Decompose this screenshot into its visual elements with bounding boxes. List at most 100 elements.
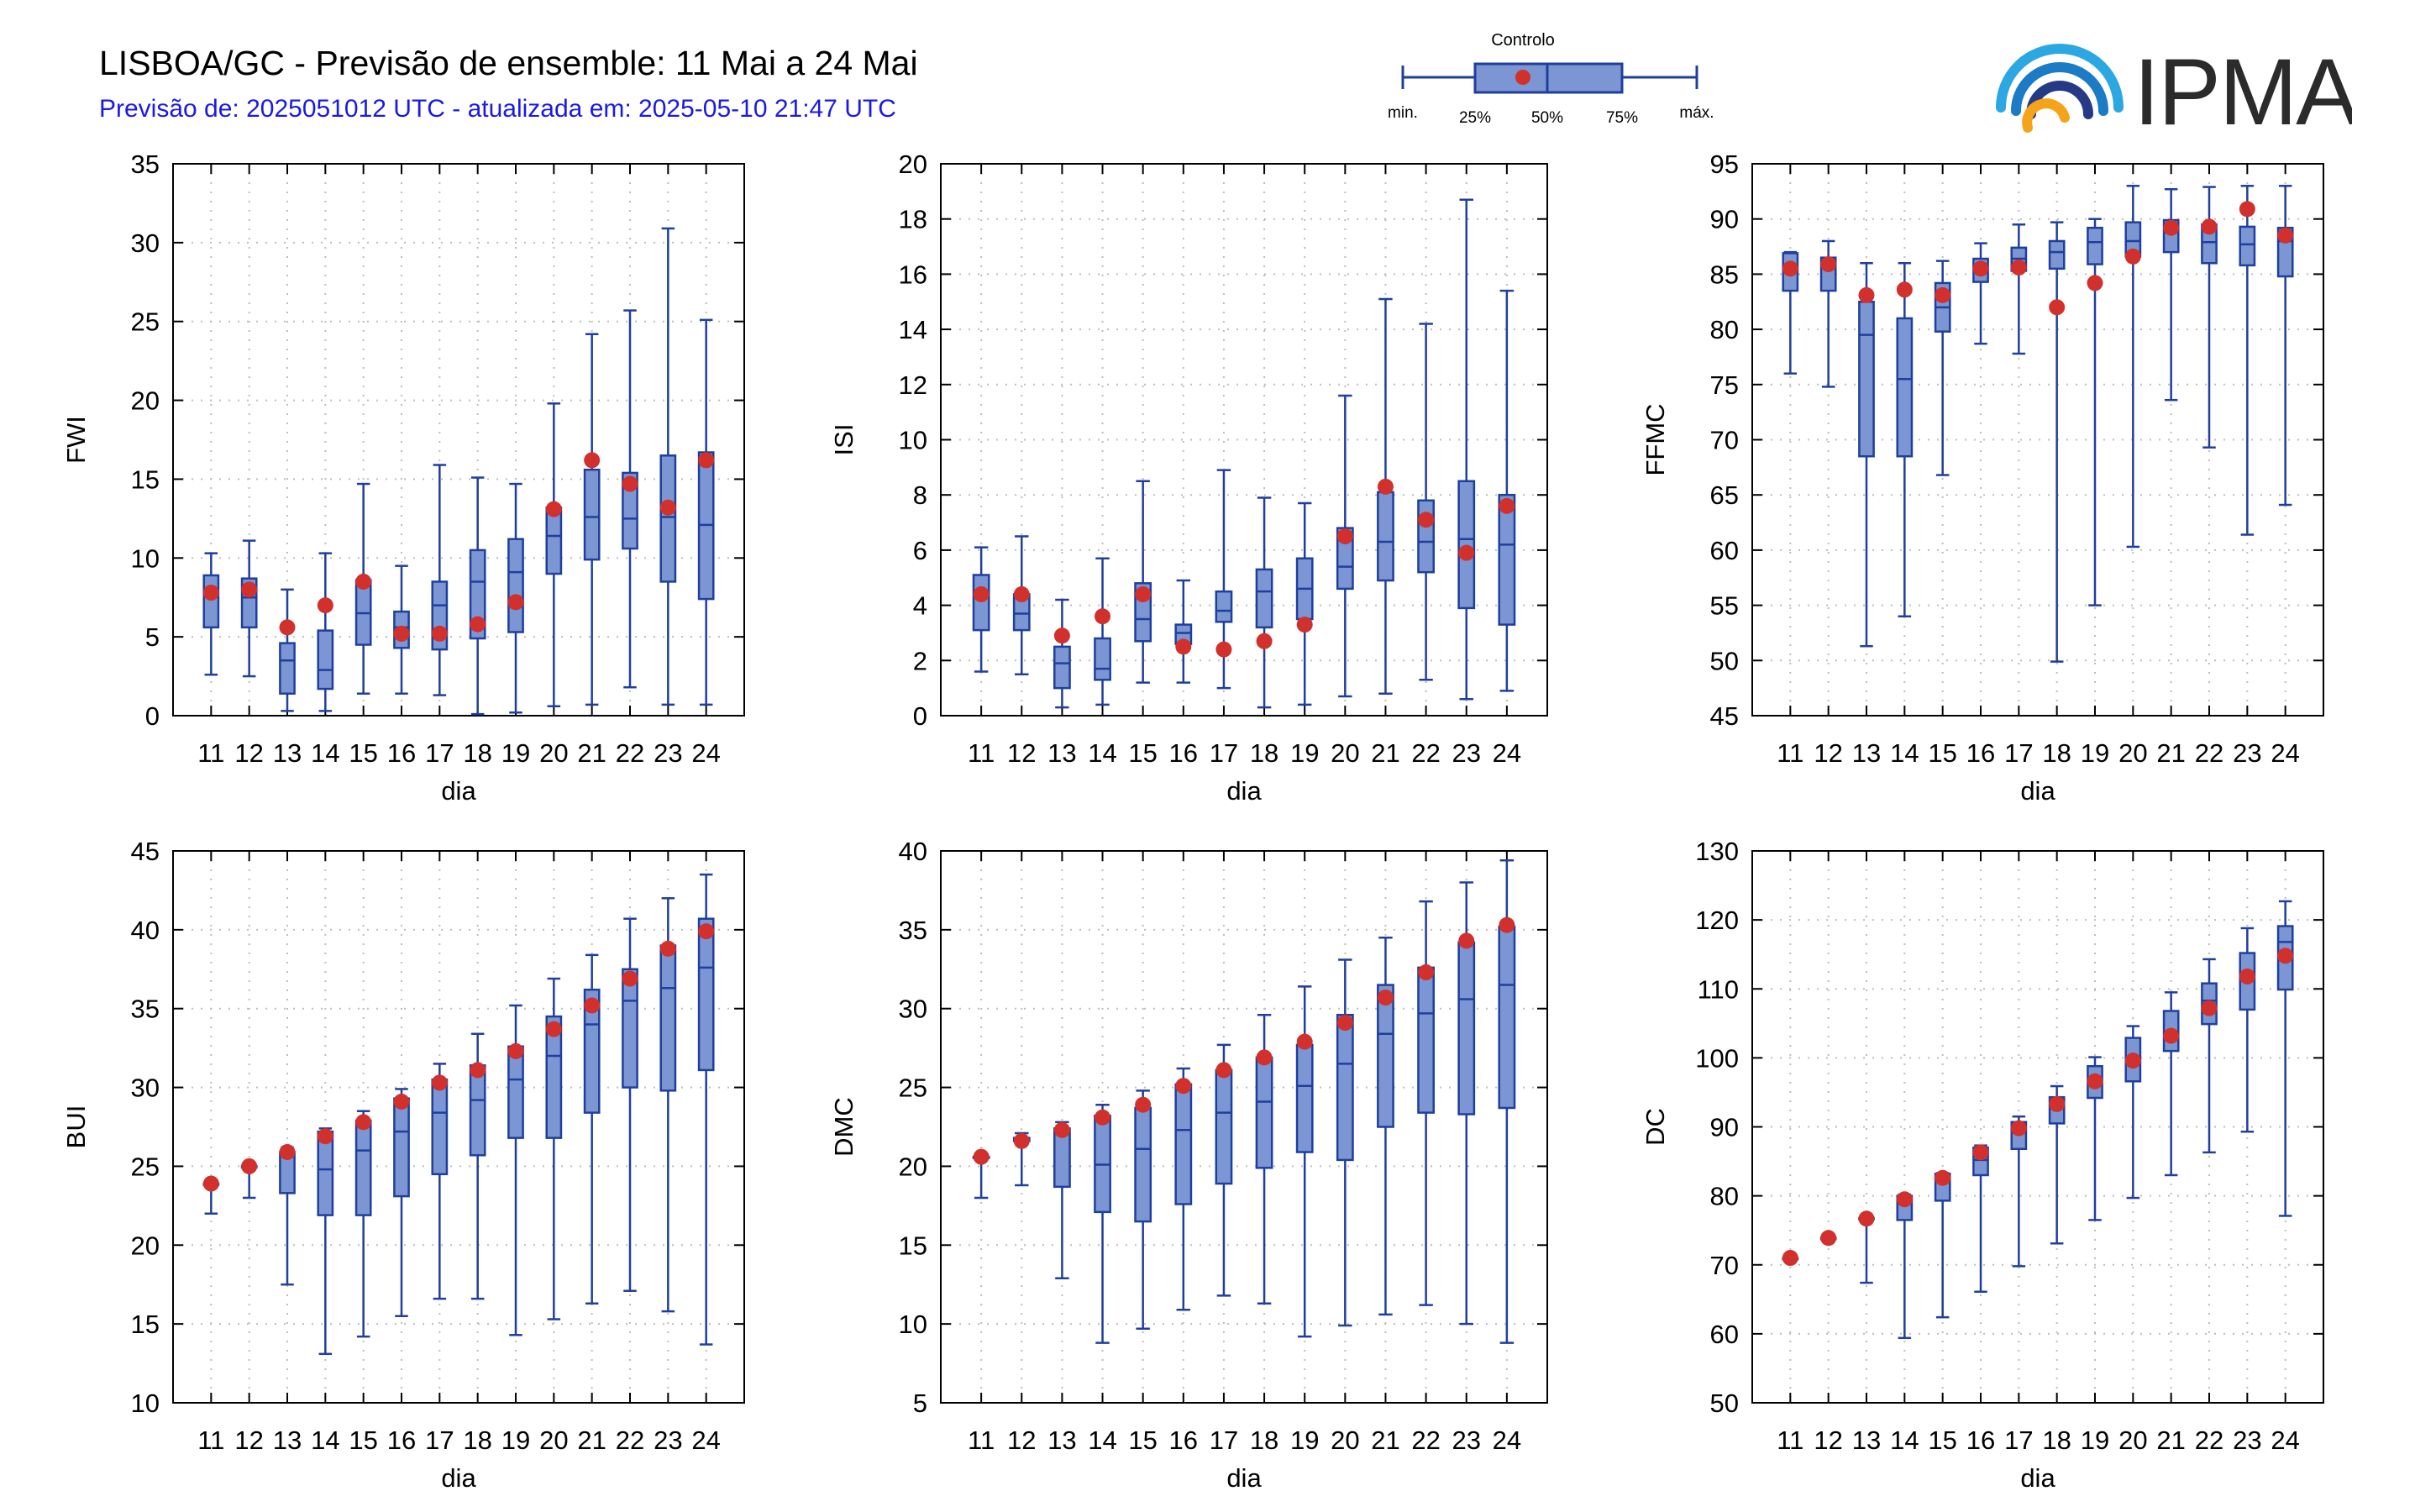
y-tick-label: 30 <box>131 228 160 258</box>
control-marker <box>202 1175 219 1192</box>
x-tick-label: 16 <box>387 1425 416 1455</box>
y-tick-label: 75 <box>1710 370 1739 400</box>
iqr-box <box>1295 1043 1314 1153</box>
control-marker <box>1972 260 1989 277</box>
x-tick-label: 14 <box>1088 1425 1116 1455</box>
box-day-12 <box>1012 535 1031 675</box>
x-tick-label: 17 <box>425 1425 454 1455</box>
iqr-box <box>1215 1068 1233 1185</box>
x-tick-label: 18 <box>463 1425 491 1455</box>
plot-frame <box>172 163 745 717</box>
control-marker <box>507 1042 524 1059</box>
y-tick-label: 30 <box>899 995 927 1024</box>
y-tick-label: 4 <box>913 591 927 621</box>
control-marker <box>2201 218 2218 235</box>
y-axis-label: BUI <box>61 1105 91 1149</box>
control-marker <box>2277 948 2294 964</box>
forecast-subtitle: Previsão de: 2025051012 UTC - atualizada… <box>99 95 896 123</box>
x-tick-label: 11 <box>968 738 995 768</box>
iqr-box <box>659 944 677 1092</box>
box-day-14 <box>1896 262 1914 617</box>
control-marker <box>393 1093 410 1110</box>
x-tick-label: 13 <box>1852 1425 1881 1455</box>
x-tick-label: 22 <box>616 1425 644 1455</box>
control-marker <box>1256 1049 1273 1066</box>
control-marker <box>2049 1095 2066 1112</box>
control-marker <box>698 923 715 940</box>
box-day-23 <box>2239 927 2256 1133</box>
x-axis-label: dia <box>2020 1463 2055 1493</box>
box-day-19 <box>1295 501 1314 706</box>
x-axis-label: dia <box>1226 776 1262 806</box>
box-day-13 <box>1053 1121 1071 1279</box>
y-tick-label: 40 <box>899 837 927 866</box>
iqr-box <box>659 454 677 583</box>
y-tick-label: 100 <box>1695 1043 1739 1073</box>
x-tick-label: 11 <box>1777 738 1803 768</box>
control-marker <box>202 585 219 601</box>
box-day-19 <box>507 482 524 714</box>
y-tick-label: 80 <box>1710 1182 1739 1211</box>
x-tick-label: 13 <box>1047 738 1076 768</box>
x-tick-label: 18 <box>2042 738 2071 768</box>
control-marker <box>659 499 676 516</box>
legend-min-label: min. <box>1388 104 1418 122</box>
ipma-logo-text: IPMA <box>2134 39 2352 134</box>
control-marker <box>2010 260 2027 276</box>
control-marker <box>431 625 448 642</box>
control-marker <box>1053 627 1070 644</box>
y-tick-label: 20 <box>899 1152 927 1181</box>
control-marker <box>1013 585 1030 602</box>
iqr-box <box>393 1097 410 1198</box>
legend-control-marker <box>1515 70 1530 85</box>
box-day-17 <box>1215 1043 1233 1297</box>
control-marker <box>1896 281 1913 298</box>
x-tick-label: 23 <box>654 1425 682 1455</box>
iqr-box <box>545 506 563 575</box>
y-tick-label: 15 <box>899 1231 927 1260</box>
iqr-box <box>354 1119 372 1216</box>
panel-ffmc: 45 50 55 60 65 70 75 80 85 90 95 11 12 13 14 15 16 17 18 19… <box>1641 150 2324 806</box>
y-tick-label: 35 <box>131 150 160 179</box>
box-day-11 <box>202 1175 220 1215</box>
x-axis-label: dia <box>1226 1463 1262 1493</box>
control-marker <box>1458 932 1475 949</box>
box-day-13 <box>1858 1210 1875 1284</box>
box-day-22 <box>622 917 638 1292</box>
y-axis-label: ISI <box>829 424 858 456</box>
x-tick-label: 14 <box>1890 738 1919 768</box>
x-axis-label: dia <box>441 776 476 806</box>
box-day-16 <box>1972 242 1989 345</box>
x-tick-label: 13 <box>1047 1425 1076 1455</box>
control-marker <box>1820 1230 1837 1247</box>
control-marker <box>2124 248 2141 265</box>
box-day-12 <box>240 1158 258 1200</box>
y-tick-label: 20 <box>131 386 160 416</box>
iqr-box <box>1215 590 1233 623</box>
x-tick-label: 12 <box>1007 738 1036 768</box>
control-marker <box>317 597 333 614</box>
x-tick-label: 24 <box>2271 1425 2299 1455</box>
box-day-24 <box>1498 289 1516 692</box>
y-tick-label: 85 <box>1710 260 1739 289</box>
control-marker <box>355 573 372 590</box>
control-marker <box>1935 286 1951 303</box>
iqr-box <box>1174 1083 1193 1205</box>
iqr-box <box>1053 645 1071 690</box>
panel-dc: 50 60 70 80 90 100 110 120 130 11 12 13 14 15 16 17 18 19… <box>1641 837 2324 1493</box>
control-marker <box>659 940 676 957</box>
box-day-22 <box>2201 958 2218 1154</box>
control-marker <box>1336 528 1353 544</box>
box-day-11 <box>972 546 990 673</box>
y-tick-label: 10 <box>899 426 927 455</box>
ipma-rainbow-icon <box>1996 44 2124 133</box>
x-tick-label: 15 <box>1128 1425 1157 1455</box>
y-tick-label: 50 <box>1710 1389 1739 1418</box>
x-tick-label: 12 <box>234 1425 263 1455</box>
y-tick-label: 55 <box>1710 591 1739 621</box>
iqr-box <box>622 968 638 1089</box>
x-tick-label: 15 <box>1128 738 1157 768</box>
y-tick-label: 25 <box>131 307 160 337</box>
x-tick-label: 19 <box>2081 738 2109 768</box>
box-day-17 <box>2010 223 2028 355</box>
